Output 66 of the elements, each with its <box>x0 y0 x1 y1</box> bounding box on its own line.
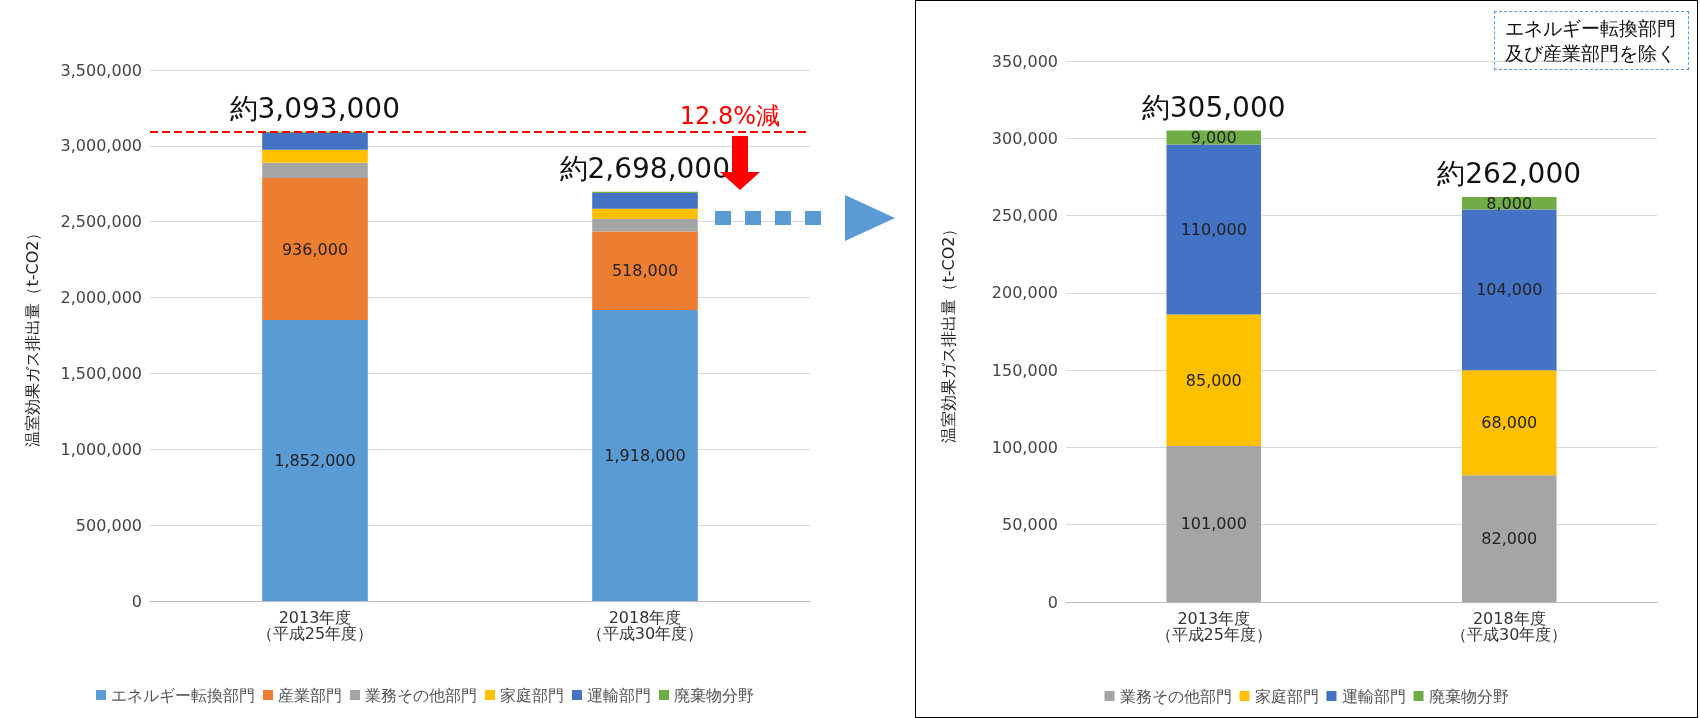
y-tick-label: 250,000 <box>991 206 1058 226</box>
legend-label: 業務その他部門 <box>365 685 477 705</box>
bar <box>592 231 698 311</box>
bar <box>262 149 368 163</box>
bar <box>1166 144 1262 315</box>
legend-label: 業務その他部門 <box>1119 686 1232 706</box>
legend-label: 廃棄物分野 <box>1428 686 1509 706</box>
y-tick-label: 150,000 <box>991 360 1058 380</box>
legend-label: 運輸部門 <box>587 685 651 705</box>
y-tick-label: 200,000 <box>991 283 1058 303</box>
data-label: 68,000 <box>1481 413 1538 433</box>
bar <box>262 162 368 179</box>
bar <box>592 192 698 209</box>
total-label: 約305,000 <box>1141 89 1286 126</box>
bar <box>1166 445 1262 602</box>
bar <box>262 133 368 150</box>
y-tick-label: 100,000 <box>991 437 1058 457</box>
bar <box>1461 209 1557 371</box>
data-label: 1,852,000 <box>274 451 356 471</box>
y-tick-label: 300,000 <box>991 128 1058 148</box>
bar <box>1461 370 1557 476</box>
legend-label: 運輸部門 <box>1341 686 1406 706</box>
ref-line-label: 12.8%減 <box>679 101 780 130</box>
y-tick-label: 2,000,000 <box>60 288 142 308</box>
y-tick-label: 1,000,000 <box>60 439 142 459</box>
y-tick-label: 0 <box>131 591 142 611</box>
y-tick-label: 3,000,000 <box>60 136 142 156</box>
y-tick-label: 1,500,000 <box>60 363 142 383</box>
data-label: 1,918,000 <box>604 446 686 466</box>
x-tick-label: 2018年度（平成30年度） <box>586 607 704 643</box>
data-label: 110,000 <box>1180 219 1247 239</box>
total-label: 約262,000 <box>1437 156 1582 192</box>
data-label: 101,000 <box>1180 514 1247 534</box>
data-label: 85,000 <box>1185 370 1242 390</box>
total-label: 約2,698,000 <box>559 150 731 187</box>
bar <box>592 310 698 601</box>
y-tick-label: 2,500,000 <box>60 212 142 232</box>
x-tick-label: 2013年度（平成25年度） <box>256 607 374 643</box>
legend-label: 廃棄物分野 <box>674 685 754 705</box>
data-label: 8,000 <box>1486 193 1533 213</box>
legend-label: 産業部門 <box>278 685 342 705</box>
y-tick-label: 50,000 <box>1002 515 1058 535</box>
y-axis-title: 温室効果ガス排出量（t-CO2） <box>938 220 958 443</box>
legend-label: 家庭部門 <box>500 685 564 705</box>
y-tick-label: 350,000 <box>991 51 1058 71</box>
legend-label: 家庭部門 <box>1254 686 1319 706</box>
y-tick-label: 0 <box>1047 592 1058 612</box>
total-label: 約3,093,000 <box>229 90 401 127</box>
data-label: 9,000 <box>1190 128 1237 148</box>
bar <box>262 178 368 321</box>
data-label: 82,000 <box>1481 529 1538 549</box>
legend-label: エネルギー転換部門 <box>111 685 255 705</box>
y-tick-label: 3,500,000 <box>60 60 142 80</box>
y-axis-title: 温室効果ガス排出量（t-CO2） <box>22 224 42 447</box>
bar <box>1166 314 1262 446</box>
bar <box>262 320 368 601</box>
x-tick-label: 2018年度（平成30年度） <box>1451 608 1568 644</box>
data-label: 936,000 <box>281 239 349 259</box>
data-label: 518,000 <box>611 261 679 281</box>
y-tick-label: 500,000 <box>75 515 142 535</box>
bar <box>1461 475 1557 602</box>
bar <box>592 208 698 219</box>
x-tick-label: 2013年度（平成25年度） <box>1155 608 1272 644</box>
bar <box>592 218 698 232</box>
data-label: 104,000 <box>1476 280 1543 300</box>
annotation: エネルギー転換部門及び産業部門を除く <box>1494 11 1689 71</box>
